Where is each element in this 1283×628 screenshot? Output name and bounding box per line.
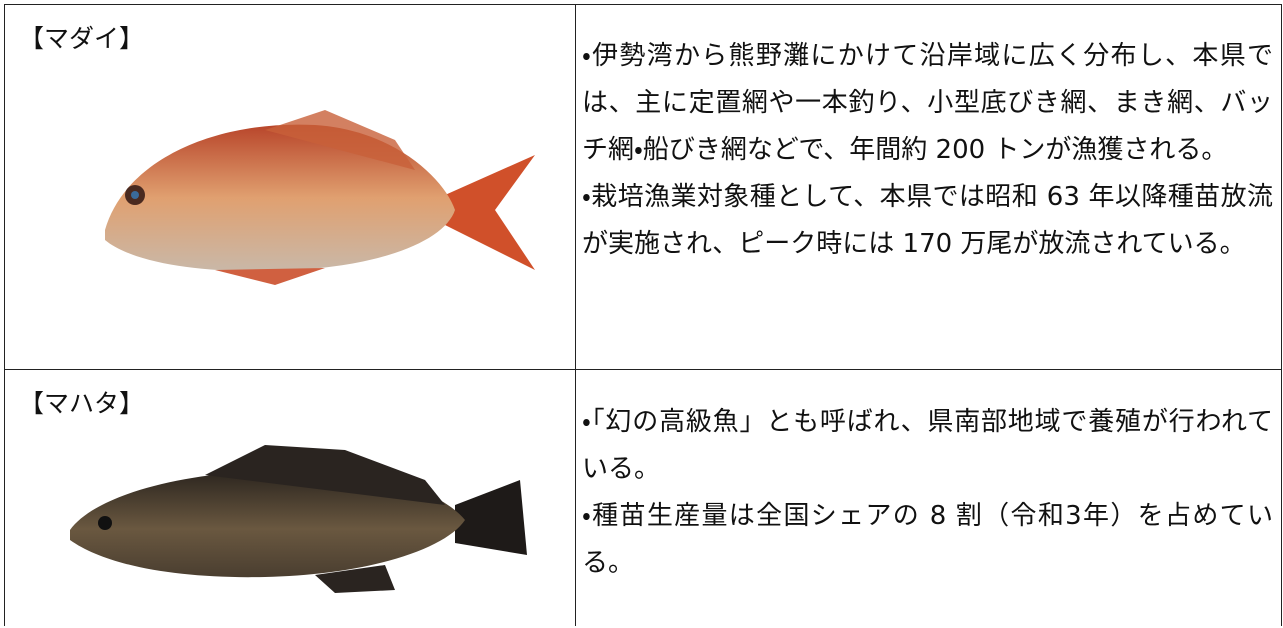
species-name: 【マハタ】 [19,389,145,418]
image-cell: 【マハタ】 [5,370,576,626]
description-text: ・「幻の高級魚」とも呼ばれ、県南部地域で養殖が行われている。 [582,407,1273,484]
description-text: ・種苗生産量は全国シェアの 8 割（令和3年）を占めている。 [582,501,1273,578]
table-row: 【マダイ】 ・伊勢湾から熊野灘にかけて沿岸域に広く分布し、本県では、主に定置網や… [5,5,1281,370]
fish-image [105,110,535,285]
description-cell: ・「幻の高級魚」とも呼ばれ、県南部地域で養殖が行われている。 ・種苗生産量は全国… [576,370,1281,626]
image-cell: 【マダイ】 [5,5,576,369]
description-cell: ・伊勢湾から熊野灘にかけて沿岸域に広く分布し、本県では、主に定置網や一本釣り、小… [576,5,1281,369]
description-text: ・栽培漁業対象種として、本県では昭和 63 年以降種苗放流が実施され、ピーク時に… [582,182,1273,259]
fish-image [70,445,527,593]
description-text: ・伊勢湾から熊野灘にかけて沿岸域に広く分布し、本県では、主に定置網や一本釣り、小… [582,41,1273,165]
table-row: 【マハタ】 ・「幻の高級魚」とも呼ばれ、県南部地域で養殖が行われている。 ・種苗… [5,370,1281,626]
species-table: 【マダイ】 ・伊勢湾から熊野灘にかけて沿岸域に広く分布し、本県では、主に定置網や… [4,4,1282,626]
species-name: 【マダイ】 [19,24,145,53]
